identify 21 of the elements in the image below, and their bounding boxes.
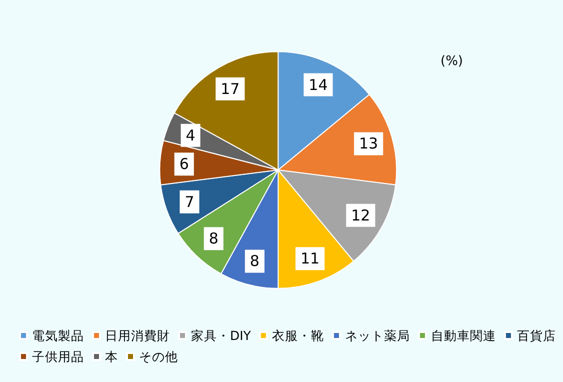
text: (%): [440, 54, 464, 69]
data-label: 14: [308, 76, 328, 94]
legend-label: 家具・DIY: [191, 328, 252, 343]
data-label: 7: [184, 192, 194, 211]
legend-label: 電気製品: [32, 328, 84, 343]
legend-label: その他: [139, 349, 178, 364]
data-label: 17: [220, 80, 240, 98]
legend-label: 衣服・靴: [272, 328, 324, 343]
legend-label: 自動車関連: [430, 328, 496, 343]
data-label: 4: [186, 126, 196, 144]
data-label: 6: [179, 155, 189, 174]
data-label: 12: [351, 206, 370, 224]
legend-label: 子供用品: [32, 349, 84, 364]
legend-label: 日用消費財: [105, 328, 170, 343]
legend-label: ネット薬局: [344, 328, 410, 343]
data-label: 8: [208, 230, 218, 248]
legend-label: 百貨店: [516, 328, 556, 343]
legend-label: 本: [105, 349, 118, 364]
data-label: 11: [300, 250, 320, 268]
data-label: 8: [250, 252, 260, 270]
data-label: 13: [359, 134, 378, 153]
